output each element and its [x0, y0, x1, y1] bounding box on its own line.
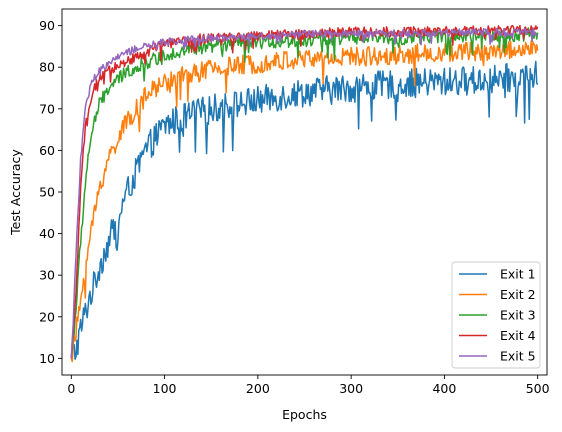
y-axis-ticks: 10 20 30 40 50 60 70 80 90 [39, 18, 62, 366]
y-tick-label: 40 [39, 226, 55, 241]
x-tick-label: 100 [153, 381, 177, 396]
plot-lines [70, 24, 539, 363]
x-axis-label: Epochs [282, 407, 327, 422]
legend-label: Exit 1 [500, 267, 536, 282]
legend: Exit 1 Exit 2 Exit 3 Exit 4 Exit 5 [451, 261, 541, 369]
y-tick-label: 30 [39, 268, 55, 283]
series-line-exit-5 [70, 27, 538, 359]
series-line-exit-1 [70, 60, 539, 360]
y-tick-label: 70 [39, 101, 55, 116]
legend-label: Exit 4 [500, 328, 536, 343]
y-tick-label: 10 [39, 351, 55, 366]
legend-box [451, 261, 541, 369]
series-line-exit-2 [70, 40, 539, 363]
y-tick-label: 80 [39, 60, 55, 75]
legend-label: Exit 2 [500, 287, 536, 302]
x-tick-label: 0 [67, 381, 75, 396]
y-tick-label: 20 [39, 309, 55, 324]
y-axis-label: Test Accuracy [8, 149, 23, 236]
x-tick-label: 500 [526, 381, 550, 396]
legend-label: Exit 5 [500, 349, 536, 364]
x-tick-label: 400 [432, 381, 456, 396]
y-tick-label: 60 [39, 143, 55, 158]
y-tick-label: 50 [39, 185, 55, 200]
x-axis-ticks: 0 100 200 300 400 500 [67, 375, 550, 396]
x-tick-label: 200 [246, 381, 270, 396]
y-tick-label: 90 [39, 18, 55, 33]
x-tick-label: 300 [339, 381, 363, 396]
legend-label: Exit 3 [500, 308, 536, 323]
